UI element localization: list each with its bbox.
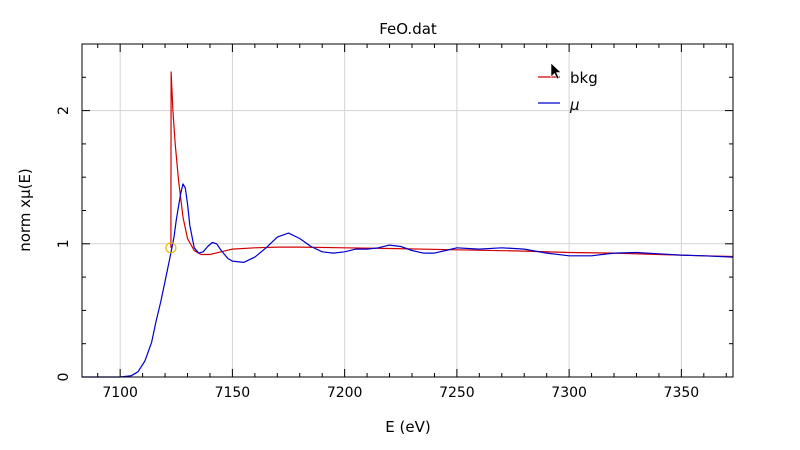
e0-marker [165, 242, 177, 254]
y-tick-label: 2 [56, 106, 72, 115]
legend-label-mu: μ [569, 96, 580, 114]
x-tick-label: 7200 [327, 385, 363, 401]
mouse-cursor-icon [550, 62, 562, 80]
legend-label-bkg: bkg [570, 69, 598, 87]
series-layer [82, 71, 734, 378]
y-axis-label: norm xμ(E) [16, 168, 34, 252]
series-line-mu [82, 183, 734, 378]
chart-title: FeO.dat [379, 20, 437, 38]
x-tick-label: 7350 [664, 385, 700, 401]
y-tick-label: 1 [56, 239, 72, 248]
ticks: 7100 7150 7200 7250 7300 7350 0 1 2 [56, 43, 733, 401]
x-tick-label: 7300 [551, 385, 587, 401]
x-tick-label: 7150 [215, 385, 251, 401]
x-tick-label: 7100 [102, 385, 138, 401]
x-axis-label: E (eV) [385, 418, 430, 436]
plot-frame [81, 43, 734, 378]
series-line-bkg [170, 71, 734, 258]
x-tick-label: 7250 [439, 385, 475, 401]
y-tick-label: 0 [56, 373, 72, 382]
